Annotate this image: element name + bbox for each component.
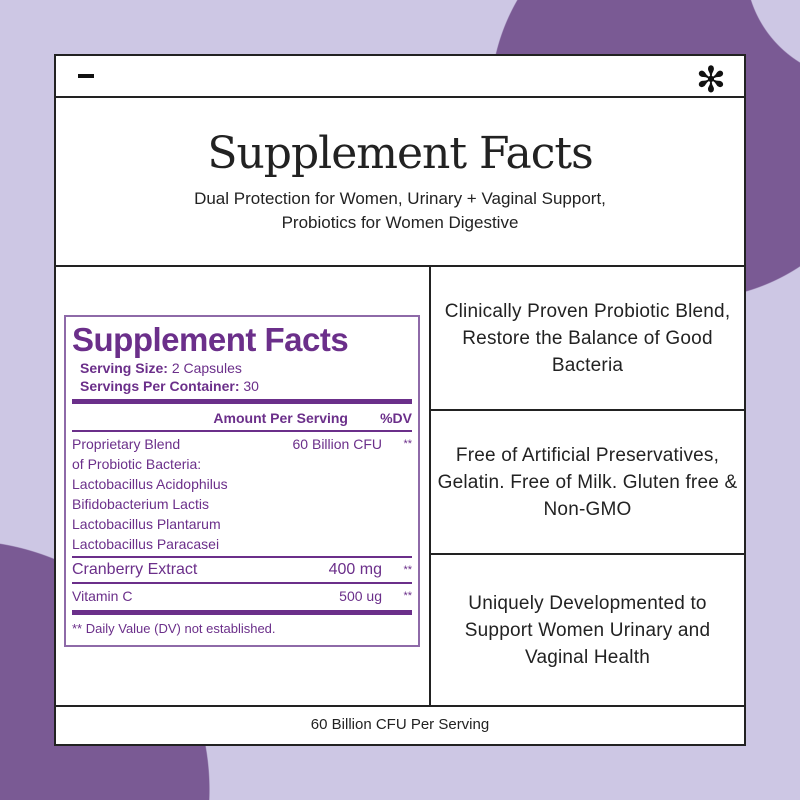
feature-cell: Uniquely Developmented to Support Women … xyxy=(464,592,711,668)
blend-amount: 60 Billion CFU xyxy=(292,436,382,452)
divider xyxy=(72,399,412,404)
blend-row: Bifidobacterium Lactis xyxy=(72,494,412,514)
servings-per-container: Servings Per Container: 30 xyxy=(80,377,412,395)
blend-dv: ** xyxy=(403,438,412,450)
blend-row: of Probiotic Bacteria: xyxy=(72,454,412,474)
supplement-label: Supplement Facts Serving Size: 2 Capsule… xyxy=(64,315,420,647)
blend-row: Lactobacillus Acidophilus xyxy=(72,474,412,494)
blend-row: Proprietary Blend 60 Billion CFU ** xyxy=(72,434,412,454)
ingredient-dv: ** xyxy=(403,590,412,602)
blend-line: Bifidobacterium Lactis xyxy=(72,496,209,512)
blend-line: Lactobacillus Plantarum xyxy=(72,516,221,532)
feature-cell: Clinically Proven Probiotic Blend, Resto… xyxy=(431,267,744,411)
footnote: ** Daily Value (DV) not established. xyxy=(72,621,276,636)
col-dv: %DV xyxy=(380,410,412,426)
top-bar: ✻ xyxy=(56,56,744,101)
feature-cell: Free of Artificial Preservatives, Gelati… xyxy=(431,411,744,555)
footer: 60 Billion CFU Per Serving xyxy=(56,705,744,744)
ingredient-row: Cranberry Extract 400 mg ** xyxy=(72,560,412,580)
blend-line: Lactobacillus Acidophilus xyxy=(72,476,228,492)
blend-line: Lactobacillus Paracasei xyxy=(72,536,220,552)
serving-size-value: 2 Capsules xyxy=(171,360,242,376)
blend-row: Lactobacillus Plantarum xyxy=(72,514,412,534)
ingredient-dv: ** xyxy=(403,564,412,576)
minus-icon[interactable] xyxy=(78,74,94,78)
blend-row: Lactobacillus Paracasei xyxy=(72,534,412,554)
serving-size-label: Serving Size: xyxy=(80,360,168,376)
serving-size: Serving Size: 2 Capsules xyxy=(80,359,412,377)
servings-label: Servings Per Container: xyxy=(80,378,240,394)
page-title: Supplement Facts xyxy=(207,128,593,179)
divider xyxy=(72,582,412,584)
divider xyxy=(72,556,412,558)
ingredient-amount: 400 mg xyxy=(328,561,382,578)
blend-line: of Probiotic Bacteria: xyxy=(72,456,202,472)
servings-value: 30 xyxy=(243,378,259,394)
divider xyxy=(72,610,412,615)
blend-line: Proprietary Blend xyxy=(72,436,181,452)
label-panel: Supplement Facts Serving Size: 2 Capsule… xyxy=(56,267,431,705)
ingredient-amount: 500 ug xyxy=(339,588,382,604)
label-title: Supplement Facts xyxy=(72,321,349,358)
divider xyxy=(72,430,412,432)
card: ✻ Supplement Facts Dual Protection for W… xyxy=(54,54,746,746)
features-panel: Clinically Proven Probiotic Blend, Resto… xyxy=(431,267,744,705)
ingredient-row: Vitamin C 500 ug ** xyxy=(72,586,412,606)
column-header: Amount Per Serving %DV xyxy=(72,408,412,428)
asterisk-icon[interactable]: ✻ xyxy=(695,60,726,101)
col-amount: Amount Per Serving xyxy=(213,410,348,426)
ingredient-name: Vitamin C xyxy=(72,588,133,604)
subtitle: Dual Protection for Women, Urinary + Vag… xyxy=(194,189,606,232)
title-section: Supplement Facts Dual Protection for Wom… xyxy=(56,98,744,267)
ingredient-name: Cranberry Extract xyxy=(72,561,198,578)
